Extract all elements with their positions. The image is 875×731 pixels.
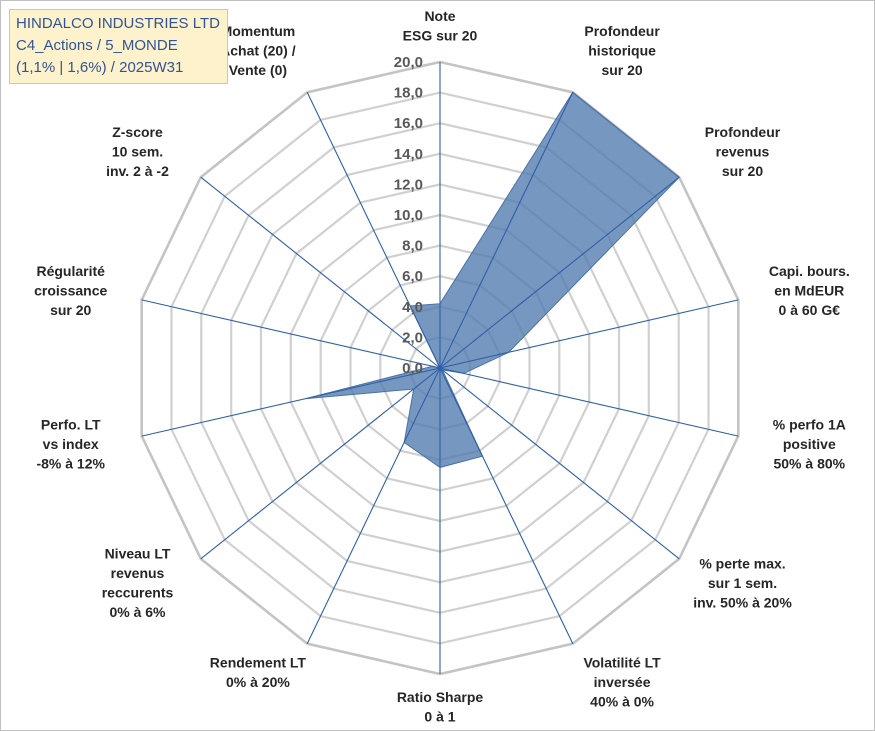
radar-axis-label-line: Perfo. LT	[41, 417, 101, 433]
radar-axis-label: Z-score 10 sem. inv. 2 à -2	[106, 124, 169, 179]
radar-axis-label-line: Momentum	[221, 23, 296, 39]
chart-title-company: HINDALCO INDUSTRIES LTD	[16, 15, 220, 32]
radar-spoke	[439, 367, 574, 644]
radar-axis-label: Capi. bours. en MdEUR 0 à 60 G€	[769, 263, 850, 318]
radar-axis-label-line: Régularité	[36, 263, 105, 279]
chart-title-period: (1,1% | 1,6%) / 2025W31	[16, 59, 184, 76]
radar-axis-label-line: Volatilité LT	[583, 655, 661, 671]
radar-axis-label-line: 50% à 80%	[773, 456, 845, 472]
radar-axis-label-line: Vente (0)	[229, 62, 287, 78]
radar-axis-label-line: Rendement LT	[210, 655, 307, 671]
radar-spoke	[439, 367, 680, 560]
chart-title-category: C4_Actions / 5_MONDE	[16, 37, 178, 54]
radar-tick-label: 18,0	[394, 85, 423, 102]
radar-tick-label: 4,0	[402, 299, 423, 316]
radar-axis-label-line: Capi. bours.	[769, 263, 850, 279]
radar-axis-label-line: Z-score	[112, 124, 163, 140]
radar-axis-label-line: inversée	[594, 674, 651, 690]
radar-axis-label-line: sur 1 sem.	[708, 575, 777, 591]
radar-tick-label: 14,0	[394, 146, 423, 163]
radar-axis-label-line: Note	[424, 8, 455, 24]
radar-axis-label-line: 0 à 60 G€	[779, 302, 841, 318]
radar-axis-label: % perte max. sur 1 sem. inv. 50% à 20%	[693, 556, 792, 611]
radar-axis-label: Ratio Sharpe 0 à 1	[397, 689, 484, 725]
radar-axis-label-line: en MdEUR	[774, 282, 844, 298]
radar-axis-label: Momentum Achat (20) / Vente (0)	[220, 23, 296, 78]
radar-axis-label: % perfo 1A positive 50% à 80%	[773, 417, 846, 472]
radar-axis-label-line: vs index	[43, 436, 99, 452]
radar-spoke	[306, 92, 441, 369]
radar-tick-label: 10,0	[394, 207, 423, 224]
radar-axis-label-line: Profondeur	[705, 124, 781, 140]
radar-tick-label: 6,0	[402, 268, 423, 285]
radar-axis-label-line: positive	[783, 436, 836, 452]
radar-spoke	[439, 367, 739, 437]
radar-axis-label-line: inv. 50% à 20%	[693, 595, 792, 611]
radar-spoke	[200, 367, 441, 560]
radar-spoke	[141, 367, 441, 437]
radar-spoke	[439, 176, 680, 369]
radar-axis-label-line: % perfo 1A	[773, 417, 846, 433]
radar-axis-label: Niveau LT revenus reccurents 0% à 6%	[102, 546, 174, 621]
radar-tick-label: 12,0	[394, 176, 423, 193]
radar-axis-label: Volatilité LT inversée 40% à 0%	[583, 655, 661, 710]
radar-axis-label-line: historique	[588, 42, 656, 58]
radar-spoke	[141, 299, 441, 369]
radar-spoke	[306, 367, 441, 644]
radar-axis-label-line: croissance	[34, 282, 107, 298]
radar-axis-label-line: 0% à 20%	[226, 674, 290, 690]
radar-axis-label-line: -8% à 12%	[36, 456, 105, 472]
radar-axis-label: Rendement LT 0% à 20%	[210, 655, 307, 691]
chart-title-box: HINDALCO INDUSTRIES LTD C4_Actions / 5_M…	[9, 9, 228, 84]
radar-axis-label-line: Ratio Sharpe	[397, 689, 484, 705]
radar-axis-label-line: 40% à 0%	[590, 694, 654, 710]
radar-spoke	[200, 176, 441, 369]
radar-axis-label: Perfo. LT vs index -8% à 12%	[36, 417, 105, 472]
radar-spoke	[439, 299, 739, 369]
radar-axis-label: Régularité croissance sur 20	[34, 263, 107, 318]
radar-spokes	[141, 62, 739, 674]
radar-axis-label-line: sur 20	[601, 62, 642, 78]
radar-axis-label-line: 10 sem.	[112, 144, 163, 160]
radar-axis-label-line: ESG sur 20	[403, 28, 478, 44]
radar-axis-label-line: Achat (20) /	[220, 42, 296, 58]
radar-axis-label-line: 0 à 1	[424, 709, 455, 725]
radar-axis-label-line: revenus	[111, 565, 165, 581]
radar-axis-label-line: 0% à 6%	[109, 604, 166, 620]
radar-axis-labels: Note ESG sur 20 Profondeur historique sur 20…	[34, 8, 850, 725]
radar-tick-label: 16,0	[394, 115, 423, 132]
radar-axis-label-line: revenus	[716, 144, 770, 160]
radar-axis-label: Profondeur historique sur 20	[584, 23, 660, 78]
radar-axis-label-line: reccurents	[102, 585, 174, 601]
radar-tick-labels: 0,0 2,0 4,0 6,0 8,0 10,0 12,0 14,0 16,0 18,0 20,0	[394, 54, 423, 377]
radar-axis-label: Note ESG sur 20	[403, 8, 478, 44]
radar-tick-label: 20,0	[394, 54, 423, 71]
radar-axis-label-line: Profondeur	[584, 23, 660, 39]
radar-spoke	[439, 92, 574, 369]
radar-tick-label: 8,0	[402, 238, 423, 255]
radar-axis-label-line: % perte max.	[699, 556, 785, 572]
radar-axis-label-line: inv. 2 à -2	[106, 163, 169, 179]
radar-axis-label-line: sur 20	[50, 302, 91, 318]
radar-axis-label: Profondeur revenus sur 20	[705, 124, 781, 179]
radar-axis-label-line: Niveau LT	[105, 546, 171, 562]
radar-axis-label-line: sur 20	[722, 163, 763, 179]
radar-tick-label: 2,0	[402, 329, 423, 346]
radar-tick-label: 0,0	[402, 360, 423, 377]
